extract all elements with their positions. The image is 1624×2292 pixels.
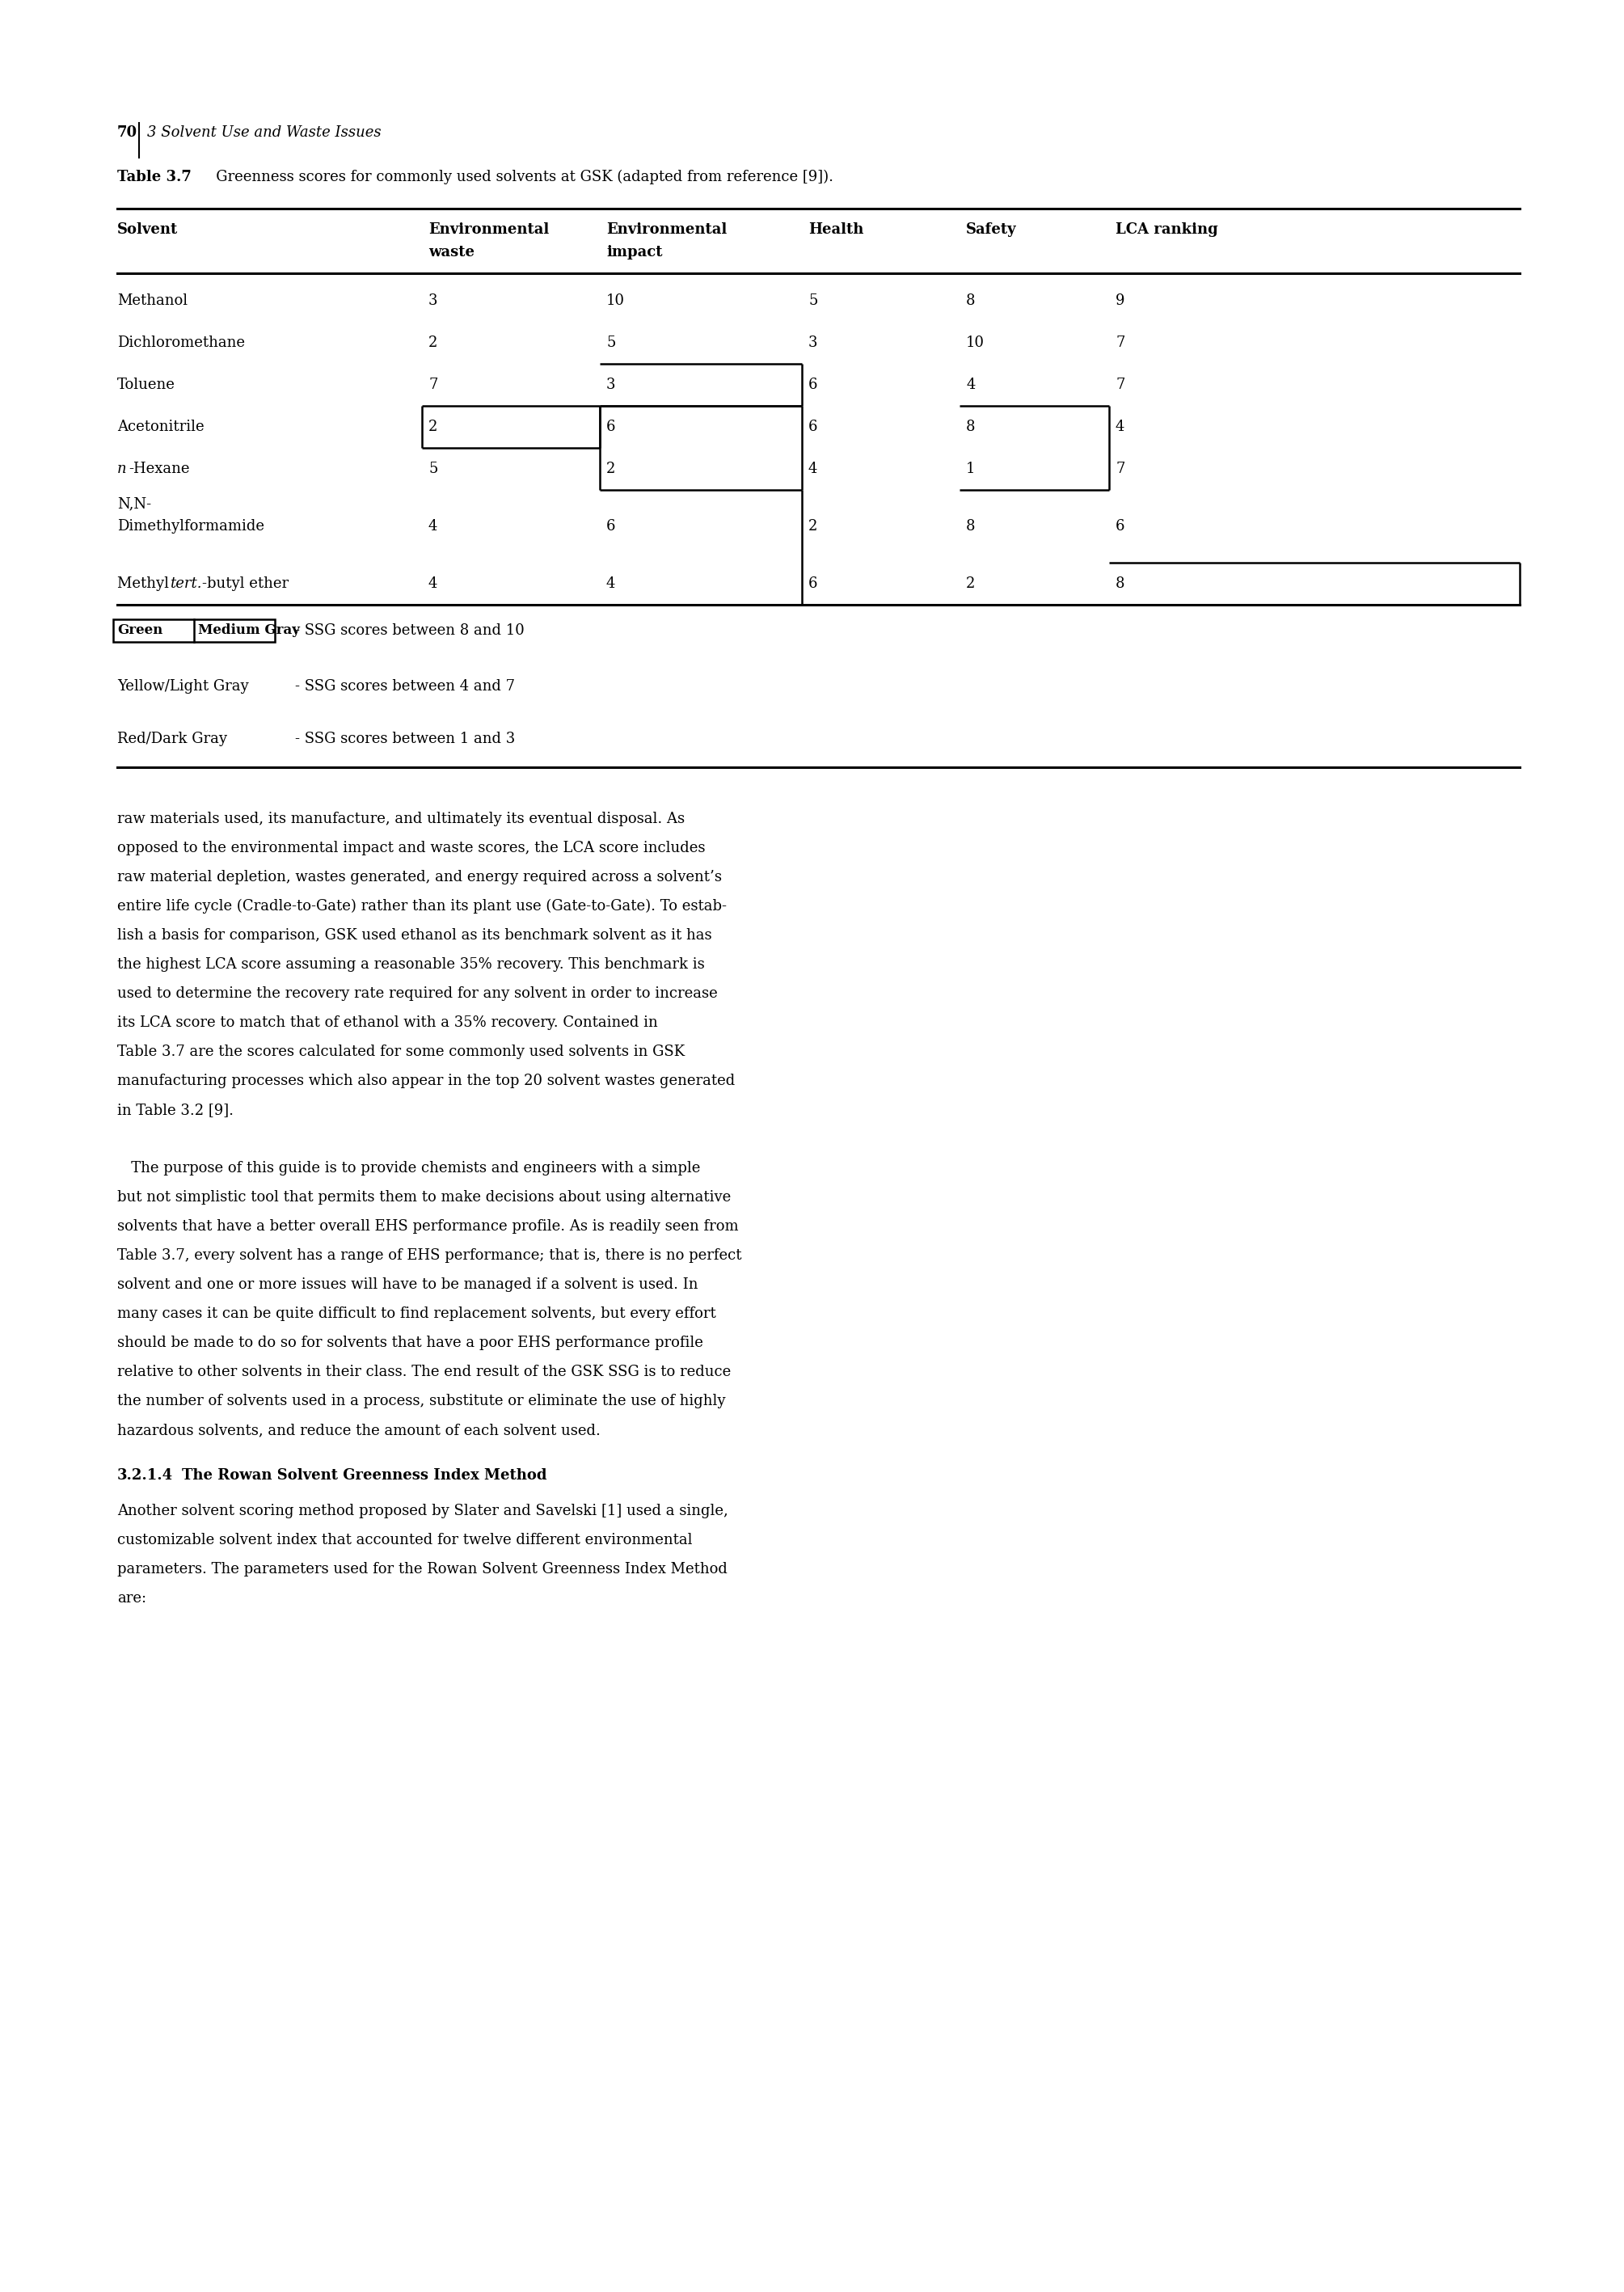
Text: 3: 3: [429, 293, 438, 307]
Text: 3: 3: [809, 335, 817, 351]
Text: raw materials used, its manufacture, and ultimately its eventual disposal. As: raw materials used, its manufacture, and…: [117, 811, 685, 825]
Text: 6: 6: [1116, 518, 1125, 534]
Text: 8: 8: [966, 419, 976, 433]
Text: -Hexane: -Hexane: [128, 461, 190, 477]
Text: tert.: tert.: [171, 575, 201, 591]
Text: 10: 10: [606, 293, 625, 307]
Text: Dimethylformamide: Dimethylformamide: [117, 518, 265, 534]
Text: waste: waste: [429, 245, 474, 259]
Text: Environmental: Environmental: [429, 222, 549, 236]
Text: Health: Health: [809, 222, 864, 236]
Text: opposed to the environmental impact and waste scores, the LCA score includes: opposed to the environmental impact and …: [117, 841, 705, 855]
Text: 3 Solvent Use and Waste Issues: 3 Solvent Use and Waste Issues: [148, 126, 382, 140]
Text: Toluene: Toluene: [117, 378, 175, 392]
Text: entire life cycle (Cradle-to-Gate) rather than its plant use (Gate-to-Gate). To : entire life cycle (Cradle-to-Gate) rathe…: [117, 898, 726, 915]
Text: 4: 4: [606, 575, 615, 591]
Text: Dichloromethane: Dichloromethane: [117, 335, 245, 351]
Text: -butyl ether: -butyl ether: [201, 575, 289, 591]
Text: parameters. The parameters used for the Rowan Solvent Greenness Index Method: parameters. The parameters used for the …: [117, 1561, 728, 1577]
Text: manufacturing processes which also appear in the top 20 solvent wastes generated: manufacturing processes which also appea…: [117, 1073, 736, 1089]
Text: 4: 4: [429, 575, 437, 591]
Text: Environmental: Environmental: [606, 222, 728, 236]
Text: in Table 3.2 [9].: in Table 3.2 [9].: [117, 1102, 234, 1116]
Text: relative to other solvents in their class. The end result of the GSK SSG is to r: relative to other solvents in their clas…: [117, 1364, 731, 1380]
Text: lish a basis for comparison, GSK used ethanol as its benchmark solvent as it has: lish a basis for comparison, GSK used et…: [117, 928, 711, 942]
Text: Table 3.7, every solvent has a range of EHS performance; that is, there is no pe: Table 3.7, every solvent has a range of …: [117, 1249, 742, 1263]
Text: the highest LCA score assuming a reasonable 35% recovery. This benchmark is: the highest LCA score assuming a reasona…: [117, 958, 705, 972]
Text: 6: 6: [809, 378, 817, 392]
Text: many cases it can be quite difficult to find replacement solvents, but every eff: many cases it can be quite difficult to …: [117, 1306, 716, 1320]
Text: its LCA score to match that of ethanol with a 35% recovery. Contained in: its LCA score to match that of ethanol w…: [117, 1015, 658, 1029]
Text: 7: 7: [429, 378, 437, 392]
Text: 2: 2: [429, 419, 437, 433]
Text: Acetonitrile: Acetonitrile: [117, 419, 205, 433]
Text: 4: 4: [966, 378, 974, 392]
Text: 5: 5: [606, 335, 615, 351]
Text: 4: 4: [1116, 419, 1125, 433]
Text: raw material depletion, wastes generated, and energy required across a solvent’s: raw material depletion, wastes generated…: [117, 871, 721, 885]
Text: 2: 2: [429, 335, 437, 351]
Text: 1: 1: [966, 461, 976, 477]
Text: 3.2.1.4: 3.2.1.4: [117, 1469, 174, 1483]
Text: n: n: [117, 461, 127, 477]
Text: are:: are:: [117, 1591, 146, 1607]
Text: but not simplistic tool that permits them to make decisions about using alternat: but not simplistic tool that permits the…: [117, 1190, 731, 1206]
Text: the number of solvents used in a process, substitute or eliminate the use of hig: the number of solvents used in a process…: [117, 1394, 726, 1407]
Text: Greenness scores for commonly used solvents at GSK (adapted from reference [9]).: Greenness scores for commonly used solve…: [201, 170, 833, 186]
Text: 2: 2: [966, 575, 974, 591]
Text: The purpose of this guide is to provide chemists and engineers with a simple: The purpose of this guide is to provide …: [117, 1162, 700, 1176]
Text: - SSG scores between 1 and 3: - SSG scores between 1 and 3: [296, 731, 515, 747]
Text: Safety: Safety: [966, 222, 1017, 236]
Text: Table 3.7: Table 3.7: [117, 170, 192, 183]
Text: 8: 8: [1116, 575, 1125, 591]
Text: 7: 7: [1116, 378, 1125, 392]
Text: 5: 5: [429, 461, 437, 477]
Text: hazardous solvents, and reduce the amount of each solvent used.: hazardous solvents, and reduce the amoun…: [117, 1423, 601, 1437]
Text: 8: 8: [966, 293, 976, 307]
Text: 4: 4: [429, 518, 437, 534]
Text: impact: impact: [606, 245, 663, 259]
Text: Green: Green: [117, 623, 162, 637]
Text: 4: 4: [809, 461, 817, 477]
Text: solvent and one or more issues will have to be managed if a solvent is used. In: solvent and one or more issues will have…: [117, 1277, 698, 1293]
Text: 10: 10: [966, 335, 984, 351]
Text: The Rowan Solvent Greenness Index Method: The Rowan Solvent Greenness Index Method: [182, 1469, 547, 1483]
Text: 6: 6: [606, 419, 615, 433]
Text: 3: 3: [606, 378, 615, 392]
Text: 2: 2: [606, 461, 615, 477]
Text: customizable solvent index that accounted for twelve different environmental: customizable solvent index that accounte…: [117, 1533, 692, 1547]
Text: 6: 6: [606, 518, 615, 534]
Text: - SSG scores between 8 and 10: - SSG scores between 8 and 10: [296, 623, 525, 637]
Text: - SSG scores between 4 and 7: - SSG scores between 4 and 7: [296, 678, 515, 694]
Text: should be made to do so for solvents that have a poor EHS performance profile: should be made to do so for solvents tha…: [117, 1336, 703, 1350]
Text: 6: 6: [809, 575, 817, 591]
Text: Red/Dark Gray: Red/Dark Gray: [117, 731, 227, 747]
Text: Solvent: Solvent: [117, 222, 179, 236]
Text: N,N-: N,N-: [117, 497, 151, 511]
Text: Methanol: Methanol: [117, 293, 188, 307]
Text: Table 3.7 are the scores calculated for some commonly used solvents in GSK: Table 3.7 are the scores calculated for …: [117, 1045, 685, 1059]
Text: solvents that have a better overall EHS performance profile. As is readily seen : solvents that have a better overall EHS …: [117, 1219, 739, 1233]
Text: 7: 7: [1116, 461, 1125, 477]
Text: Methyl: Methyl: [117, 575, 174, 591]
Text: used to determine the recovery rate required for any solvent in order to increas: used to determine the recovery rate requ…: [117, 986, 718, 1002]
Text: 7: 7: [1116, 335, 1125, 351]
Text: 2: 2: [809, 518, 817, 534]
Text: 8: 8: [966, 518, 976, 534]
Bar: [114, 619, 274, 642]
Text: LCA ranking: LCA ranking: [1116, 222, 1218, 236]
Text: 9: 9: [1116, 293, 1125, 307]
Text: Another solvent scoring method proposed by Slater and Savelski [1] used a single: Another solvent scoring method proposed …: [117, 1504, 728, 1517]
Text: Medium Gray: Medium Gray: [198, 623, 300, 637]
Text: 5: 5: [809, 293, 817, 307]
Text: 70: 70: [117, 126, 138, 140]
Text: Yellow/Light Gray: Yellow/Light Gray: [117, 678, 248, 694]
Text: 6: 6: [809, 419, 817, 433]
